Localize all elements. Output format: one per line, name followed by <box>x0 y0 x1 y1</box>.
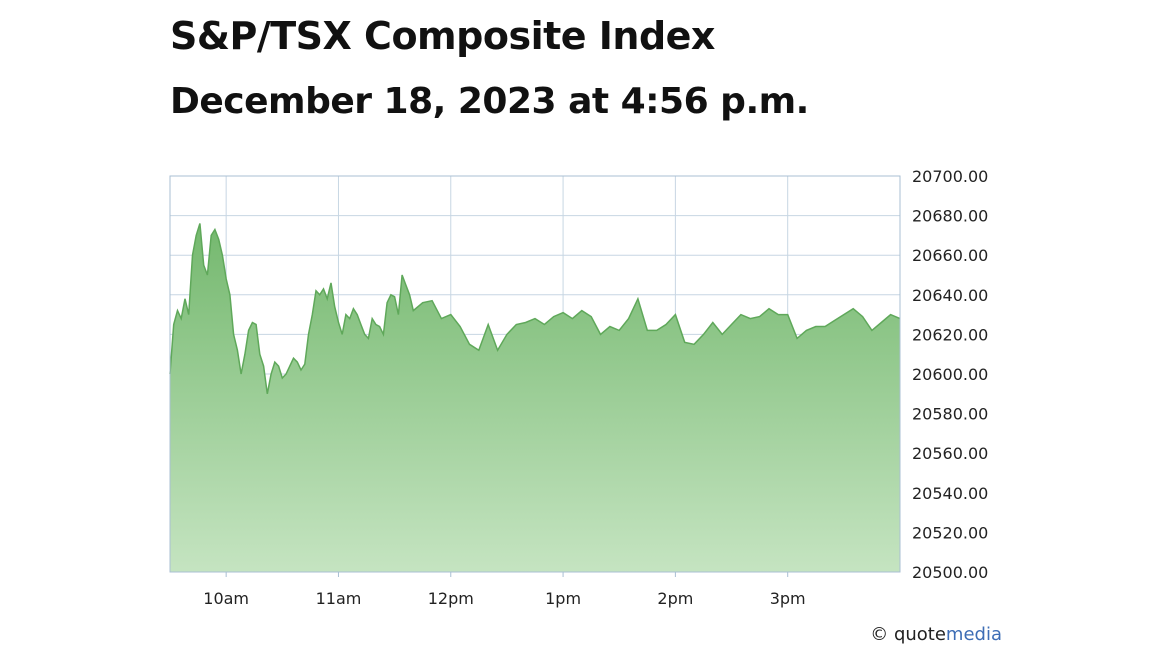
chart-subtitle: December 18, 2023 at 4:56 p.m. <box>170 81 809 122</box>
copyright-symbol: © <box>870 624 889 645</box>
x-tick-label: 3pm <box>770 589 806 608</box>
y-axis: 20700.00 20680.00 20660.00 20640.00 20620.00… <box>912 167 988 582</box>
credit-brand-part2: media <box>945 624 1002 645</box>
y-tick-label: 20540.00 <box>912 484 988 503</box>
y-tick-label: 20560.00 <box>912 444 988 463</box>
y-tick-label: 20600.00 <box>912 365 988 384</box>
chart-title: S&P/TSX Composite Index <box>170 14 715 58</box>
y-tick-label: 20620.00 <box>912 325 988 344</box>
y-tick-label: 20500.00 <box>912 563 988 582</box>
quotemedia-credit: © quotemedia <box>870 624 1002 645</box>
x-tick-label: 1pm <box>545 589 581 608</box>
y-tick-label: 20700.00 <box>912 167 988 186</box>
x-tick-label: 12pm <box>428 589 474 608</box>
y-tick-label: 20660.00 <box>912 246 988 265</box>
y-tick-label: 20640.00 <box>912 286 988 305</box>
credit-brand-part1: quote <box>893 624 946 645</box>
x-tick-label: 10am <box>203 589 249 608</box>
index-area <box>170 223 900 572</box>
x-tick-label: 11am <box>316 589 362 608</box>
y-tick-label: 20680.00 <box>912 207 988 226</box>
x-tick-label: 2pm <box>657 589 693 608</box>
y-tick-label: 20520.00 <box>912 523 988 542</box>
plot-border <box>169 175 901 573</box>
x-axis: 10am 11am 12pm 1pm 2pm 3pm <box>203 572 806 608</box>
index-line <box>169 223 901 394</box>
y-tick-label: 20580.00 <box>912 405 988 424</box>
